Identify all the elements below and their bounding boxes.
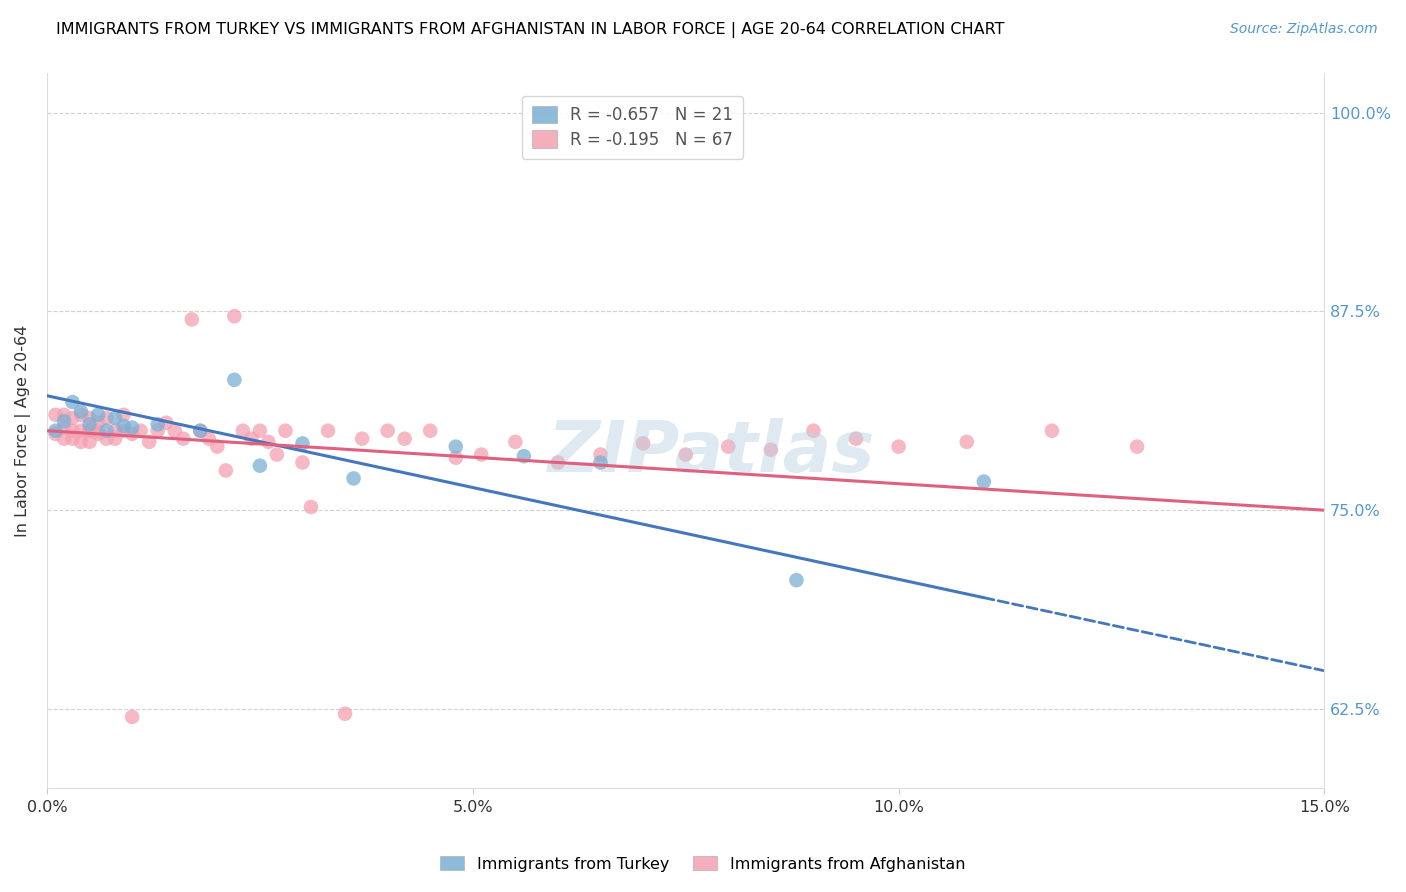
- Point: [973, 475, 995, 489]
- Point: [717, 440, 740, 454]
- Point: [112, 424, 135, 438]
- Point: [188, 424, 211, 438]
- Point: [266, 448, 288, 462]
- Point: [129, 424, 152, 438]
- Point: [419, 424, 441, 438]
- Point: [316, 424, 339, 438]
- Point: [1040, 424, 1063, 438]
- Point: [121, 420, 143, 434]
- Point: [224, 373, 246, 387]
- Point: [249, 458, 271, 473]
- Point: [589, 456, 612, 470]
- Point: [249, 424, 271, 438]
- Point: [631, 436, 654, 450]
- Point: [121, 426, 143, 441]
- Point: [1126, 440, 1149, 454]
- Point: [803, 424, 825, 438]
- Point: [257, 434, 280, 449]
- Point: [62, 432, 84, 446]
- Point: [87, 408, 110, 422]
- Point: [79, 424, 101, 438]
- Point: [215, 463, 238, 477]
- Point: [96, 411, 118, 425]
- Point: [104, 432, 127, 446]
- Point: [394, 432, 416, 446]
- Text: ZIPatlas: ZIPatlas: [547, 417, 875, 487]
- Point: [112, 408, 135, 422]
- Point: [96, 424, 118, 438]
- Point: [87, 426, 110, 441]
- Legend: R = -0.657   N = 21, R = -0.195   N = 67: R = -0.657 N = 21, R = -0.195 N = 67: [522, 95, 742, 159]
- Point: [155, 416, 177, 430]
- Point: [377, 424, 399, 438]
- Point: [513, 449, 536, 463]
- Point: [70, 424, 93, 438]
- Text: Source: ZipAtlas.com: Source: ZipAtlas.com: [1230, 22, 1378, 37]
- Point: [470, 448, 492, 462]
- Point: [444, 440, 467, 454]
- Point: [44, 424, 66, 438]
- Point: [163, 424, 186, 438]
- Point: [240, 432, 263, 446]
- Point: [759, 442, 782, 457]
- Point: [845, 432, 868, 446]
- Point: [232, 424, 254, 438]
- Point: [956, 434, 979, 449]
- Point: [138, 434, 160, 449]
- Point: [146, 424, 169, 438]
- Y-axis label: In Labor Force | Age 20-64: In Labor Force | Age 20-64: [15, 325, 31, 537]
- Point: [887, 440, 910, 454]
- Point: [172, 432, 194, 446]
- Point: [444, 450, 467, 465]
- Point: [291, 436, 314, 450]
- Point: [505, 434, 527, 449]
- Point: [70, 404, 93, 418]
- Point: [121, 710, 143, 724]
- Point: [62, 424, 84, 438]
- Text: IMMIGRANTS FROM TURKEY VS IMMIGRANTS FROM AFGHANISTAN IN LABOR FORCE | AGE 20-64: IMMIGRANTS FROM TURKEY VS IMMIGRANTS FRO…: [56, 22, 1005, 38]
- Point: [70, 434, 93, 449]
- Point: [79, 417, 101, 432]
- Point: [53, 420, 76, 434]
- Point: [207, 440, 229, 454]
- Point: [547, 456, 569, 470]
- Point: [146, 417, 169, 432]
- Point: [589, 448, 612, 462]
- Point: [104, 411, 127, 425]
- Legend: Immigrants from Turkey, Immigrants from Afghanistan: Immigrants from Turkey, Immigrants from …: [433, 848, 973, 880]
- Point: [79, 434, 101, 449]
- Point: [180, 312, 202, 326]
- Point: [224, 310, 246, 324]
- Point: [62, 395, 84, 409]
- Point: [675, 448, 697, 462]
- Point: [342, 471, 364, 485]
- Point: [104, 424, 127, 438]
- Point: [79, 424, 101, 438]
- Point: [112, 419, 135, 434]
- Point: [96, 432, 118, 446]
- Point: [87, 424, 110, 438]
- Point: [79, 411, 101, 425]
- Point: [44, 426, 66, 441]
- Point: [44, 408, 66, 422]
- Point: [299, 500, 322, 514]
- Point: [274, 424, 297, 438]
- Point: [53, 432, 76, 446]
- Point: [333, 706, 356, 721]
- Point: [87, 416, 110, 430]
- Point: [53, 408, 76, 422]
- Point: [188, 424, 211, 438]
- Point: [53, 414, 76, 428]
- Point: [62, 411, 84, 425]
- Point: [197, 432, 219, 446]
- Point: [291, 456, 314, 470]
- Point: [352, 432, 374, 446]
- Point: [785, 573, 807, 587]
- Point: [70, 408, 93, 422]
